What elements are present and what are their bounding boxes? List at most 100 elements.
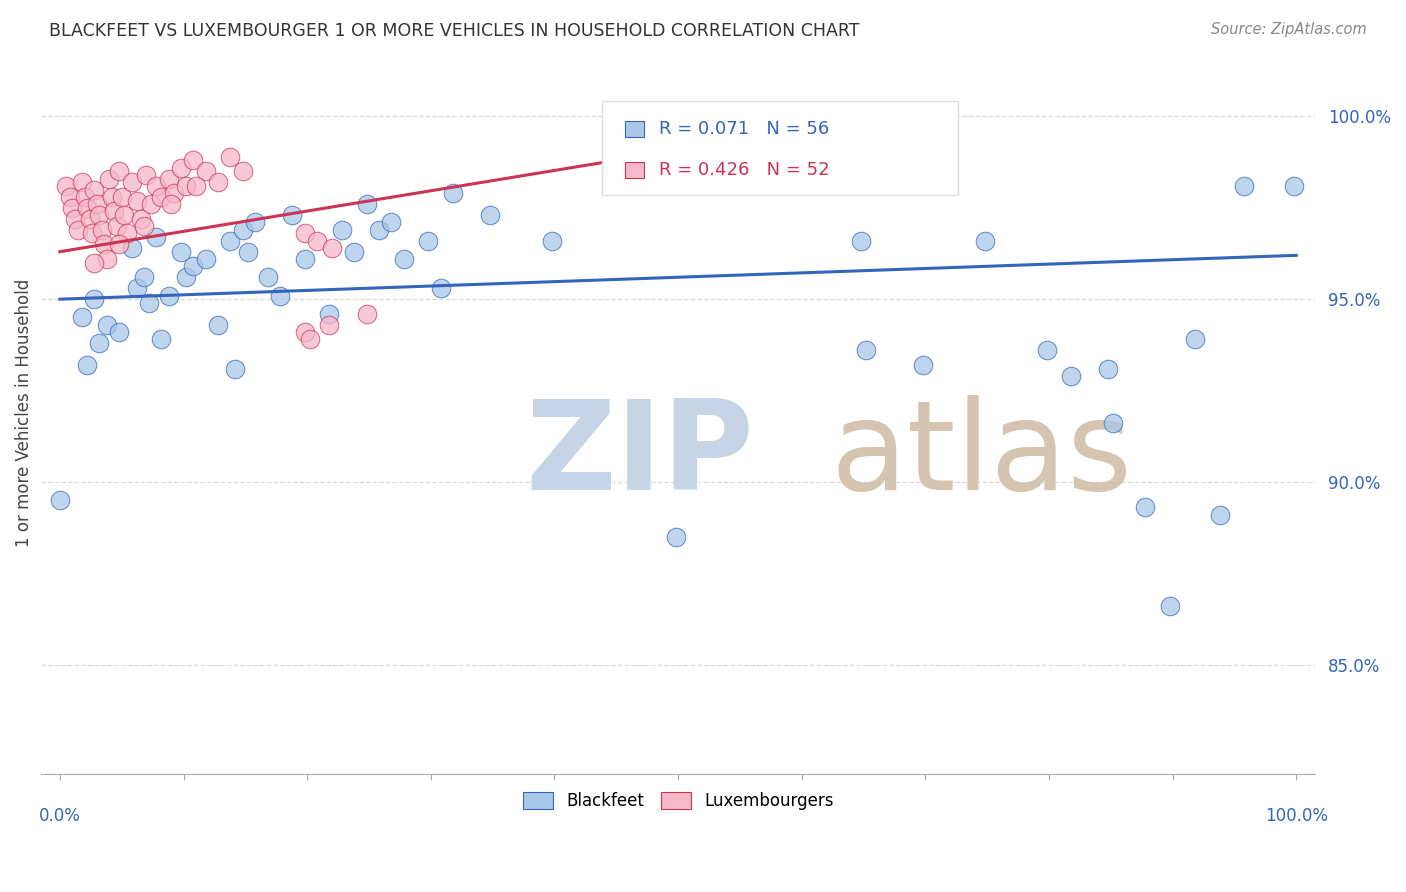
- Point: [1035, 343, 1057, 358]
- Point: [1102, 417, 1125, 431]
- Point: [67, 223, 90, 237]
- Point: [138, 296, 160, 310]
- Point: [108, 237, 131, 252]
- Point: [441, 186, 464, 201]
- Bar: [624, 162, 644, 178]
- Point: [63, 211, 86, 226]
- Point: [131, 211, 153, 226]
- Point: [174, 178, 197, 193]
- Point: [1282, 178, 1305, 193]
- Y-axis label: 1 or more Vehicles in Household: 1 or more Vehicles in Household: [15, 278, 32, 547]
- Point: [160, 197, 183, 211]
- Point: [356, 197, 378, 211]
- Point: [245, 215, 267, 229]
- Point: [79, 211, 101, 226]
- Point: [232, 164, 254, 178]
- Point: [849, 234, 872, 248]
- Point: [162, 186, 184, 201]
- Point: [150, 190, 173, 204]
- Point: [98, 171, 121, 186]
- Point: [170, 244, 193, 259]
- Point: [80, 227, 103, 241]
- Point: [224, 361, 246, 376]
- Point: [60, 201, 83, 215]
- Point: [145, 178, 167, 193]
- Point: [105, 219, 128, 233]
- Point: [86, 197, 108, 211]
- Point: [236, 244, 259, 259]
- Point: [135, 168, 157, 182]
- Point: [219, 234, 242, 248]
- Point: [93, 237, 115, 252]
- Point: [115, 227, 138, 241]
- Point: [298, 332, 321, 346]
- Point: [111, 190, 134, 204]
- Point: [911, 358, 934, 372]
- Point: [59, 190, 82, 204]
- Point: [141, 197, 163, 211]
- Text: Source: ZipAtlas.com: Source: ZipAtlas.com: [1211, 22, 1367, 37]
- Point: [112, 208, 135, 222]
- Point: [392, 252, 415, 266]
- Point: [367, 223, 389, 237]
- Legend: Blackfeet, Luxembourgers: Blackfeet, Luxembourgers: [515, 783, 842, 818]
- Point: [121, 241, 143, 255]
- Point: [232, 223, 254, 237]
- Point: [318, 307, 340, 321]
- Point: [89, 208, 111, 222]
- Point: [1184, 332, 1206, 346]
- Point: [356, 307, 378, 321]
- Point: [90, 223, 112, 237]
- Text: atlas: atlas: [831, 395, 1133, 516]
- Text: 100.0%: 100.0%: [1265, 807, 1327, 825]
- Point: [49, 493, 72, 508]
- Text: BLACKFEET VS LUXEMBOURGER 1 OR MORE VEHICLES IN HOUSEHOLD CORRELATION CHART: BLACKFEET VS LUXEMBOURGER 1 OR MORE VEHI…: [49, 22, 859, 40]
- Point: [184, 178, 207, 193]
- Point: [294, 252, 316, 266]
- Point: [1233, 178, 1256, 193]
- Text: R = 0.071   N = 56: R = 0.071 N = 56: [659, 120, 830, 138]
- Text: 0.0%: 0.0%: [39, 807, 80, 825]
- Point: [103, 204, 125, 219]
- Point: [380, 215, 402, 229]
- Point: [343, 244, 366, 259]
- Point: [1097, 361, 1119, 376]
- Point: [170, 161, 193, 175]
- Point: [330, 223, 353, 237]
- Point: [73, 190, 96, 204]
- Point: [76, 358, 98, 372]
- Point: [183, 153, 205, 168]
- Point: [318, 318, 340, 332]
- Point: [269, 288, 291, 302]
- Point: [479, 208, 502, 222]
- Point: [70, 310, 93, 325]
- Point: [281, 208, 304, 222]
- Bar: [624, 121, 644, 136]
- Point: [89, 336, 111, 351]
- Point: [219, 150, 242, 164]
- Point: [207, 175, 229, 189]
- Point: [96, 318, 118, 332]
- Point: [1135, 500, 1157, 515]
- Point: [132, 219, 155, 233]
- Point: [418, 234, 440, 248]
- Point: [174, 270, 197, 285]
- Point: [183, 260, 205, 274]
- Point: [1060, 368, 1083, 383]
- Point: [121, 175, 143, 189]
- Text: R = 0.426   N = 52: R = 0.426 N = 52: [659, 161, 830, 179]
- Point: [157, 288, 180, 302]
- Point: [305, 234, 328, 248]
- Point: [541, 234, 564, 248]
- Point: [145, 230, 167, 244]
- Point: [83, 255, 105, 269]
- Point: [665, 530, 688, 544]
- Point: [150, 332, 173, 346]
- Point: [294, 227, 316, 241]
- Point: [855, 343, 877, 358]
- Point: [1208, 508, 1230, 522]
- Point: [194, 252, 217, 266]
- Point: [321, 241, 343, 255]
- Point: [157, 171, 180, 186]
- Point: [973, 234, 995, 248]
